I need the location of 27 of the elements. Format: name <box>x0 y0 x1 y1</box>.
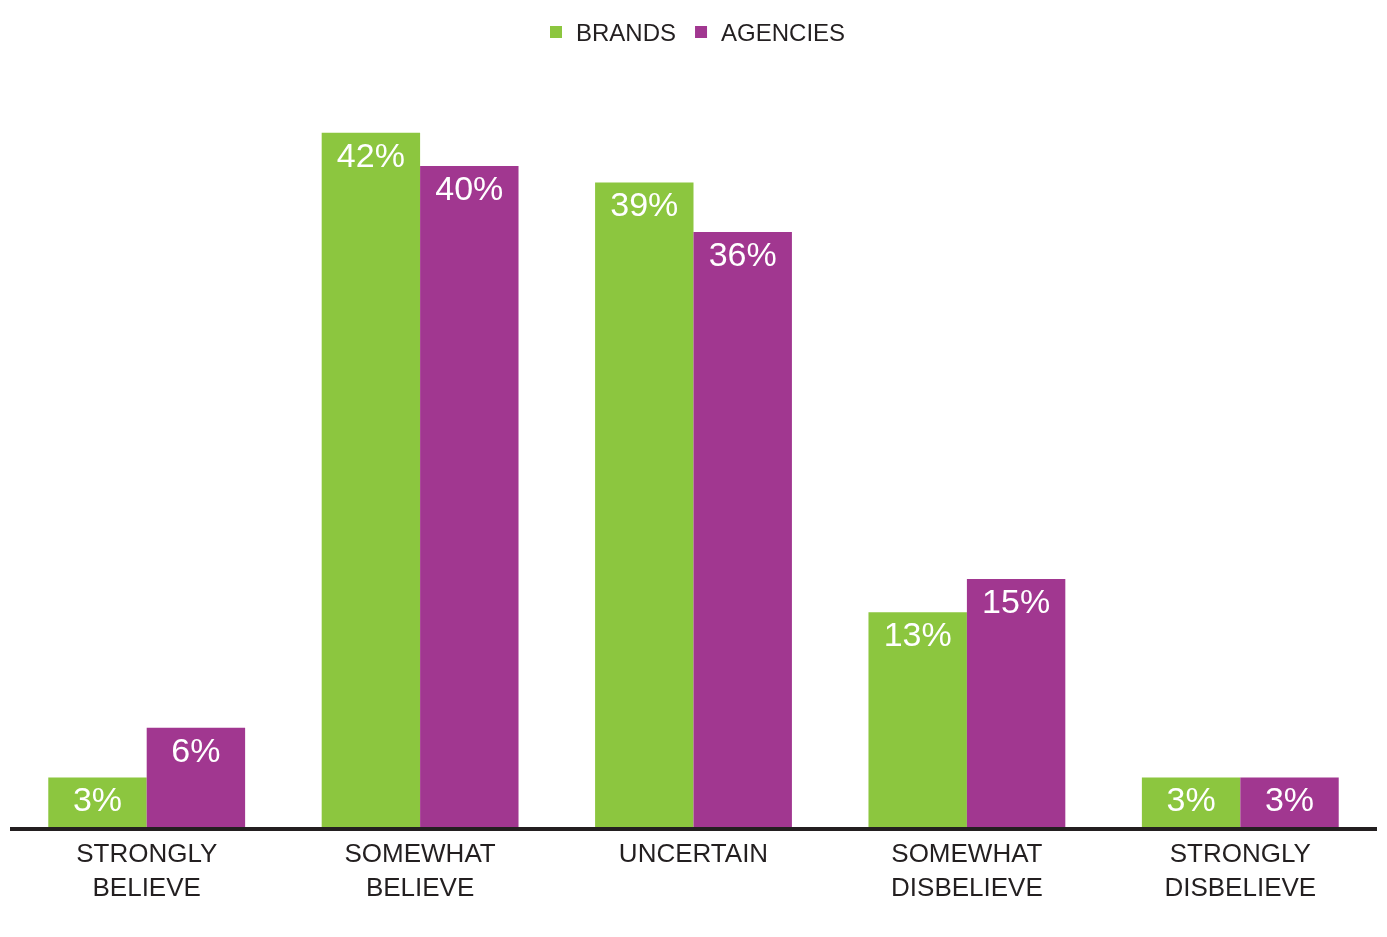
bar <box>868 612 967 827</box>
data-label: 36% <box>708 234 777 273</box>
x-tick-label: STRONGLY BELIEVE <box>76 838 218 902</box>
x-tick-label: SOMEWHAT DISBELIEVE <box>891 838 1043 902</box>
data-label: 3% <box>1264 780 1315 819</box>
data-label: 42% <box>336 135 405 174</box>
bar <box>693 231 792 827</box>
legend-label: BRANDS <box>576 19 677 47</box>
bar <box>321 132 421 827</box>
legend-label: AGENCIES <box>721 19 846 47</box>
data-label: 39% <box>610 185 679 224</box>
data-label: 40% <box>435 168 504 207</box>
data-label: 13% <box>883 615 952 654</box>
x-tick-label: STRONGLY DISBELIEVE <box>1164 838 1317 902</box>
bar <box>1141 777 1241 827</box>
bar <box>146 727 246 827</box>
data-label: 3% <box>72 780 123 819</box>
data-label: 6% <box>171 730 221 769</box>
x-tick-label: SOMEWHAT BELIEVE <box>344 838 496 902</box>
data-label: 3% <box>1166 780 1216 819</box>
bar <box>966 579 1066 827</box>
x-tick-label: UNCERTAIN <box>618 838 769 869</box>
bar <box>420 165 519 827</box>
bar <box>48 777 147 827</box>
data-label: 15% <box>982 582 1051 621</box>
bar <box>1240 777 1339 827</box>
bar <box>595 182 694 827</box>
